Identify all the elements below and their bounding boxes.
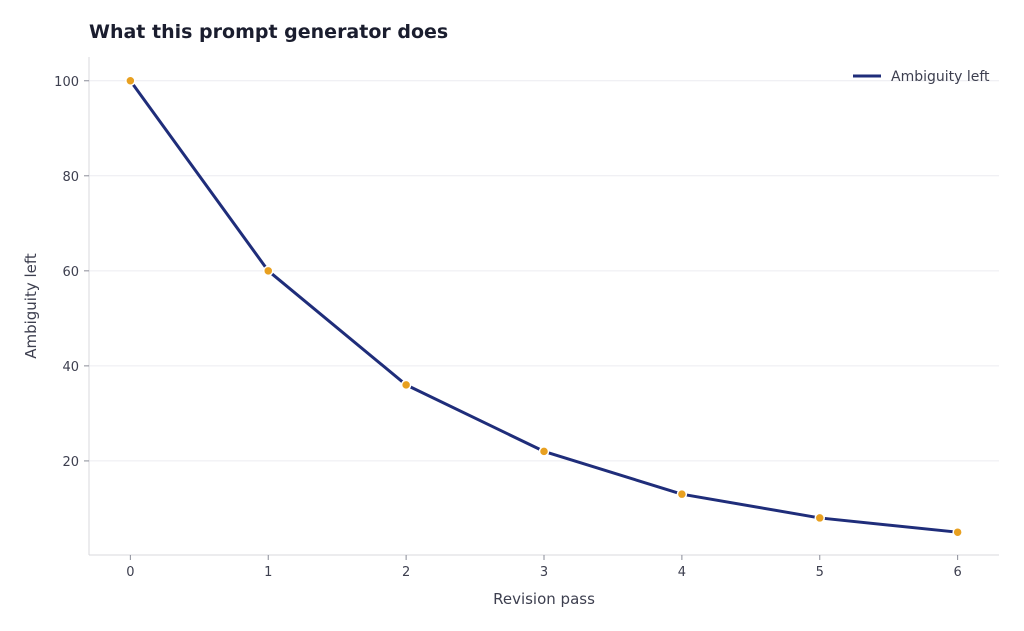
x-tick-label-5: 5 (816, 565, 824, 580)
data-point-3 (538, 446, 550, 457)
x-tick-label-0: 0 (126, 565, 134, 580)
x-tick-label-6: 6 (953, 565, 961, 580)
data-point-2 (400, 379, 412, 391)
gridlines (89, 80, 999, 462)
y-tick-label-40: 40 (62, 360, 79, 375)
data-point-6 (952, 526, 963, 538)
x-tick-label-4: 4 (678, 565, 686, 580)
x-tick-label-3: 3 (540, 565, 548, 580)
y-tick-label-20: 20 (62, 455, 79, 470)
x-axis-ticks: 0 1 2 3 4 5 6 (126, 555, 962, 580)
x-tick-label-2: 2 (402, 565, 410, 580)
chart-title: What this prompt generator does (89, 21, 449, 43)
axes (88, 57, 999, 556)
data-point-1 (262, 265, 274, 277)
series-line-0 (128, 79, 960, 534)
y-axis-label: Ambiguity left (22, 253, 40, 359)
y-tick-label-100: 100 (54, 75, 79, 90)
y-tick-label-80: 80 (62, 170, 79, 185)
data-point-5 (814, 512, 826, 524)
legend-label: Ambiguity left (891, 69, 990, 85)
x-axis-label: Revision pass (493, 590, 595, 608)
series-group (125, 75, 963, 538)
x-tick-label-1: 1 (264, 565, 272, 580)
legend: Ambiguity left (853, 69, 990, 85)
data-point-4 (676, 488, 688, 500)
y-tick-label-60: 60 (62, 265, 79, 280)
y-axis-ticks: 20 40 60 80 100 (54, 75, 89, 470)
data-point-0 (125, 75, 136, 87)
